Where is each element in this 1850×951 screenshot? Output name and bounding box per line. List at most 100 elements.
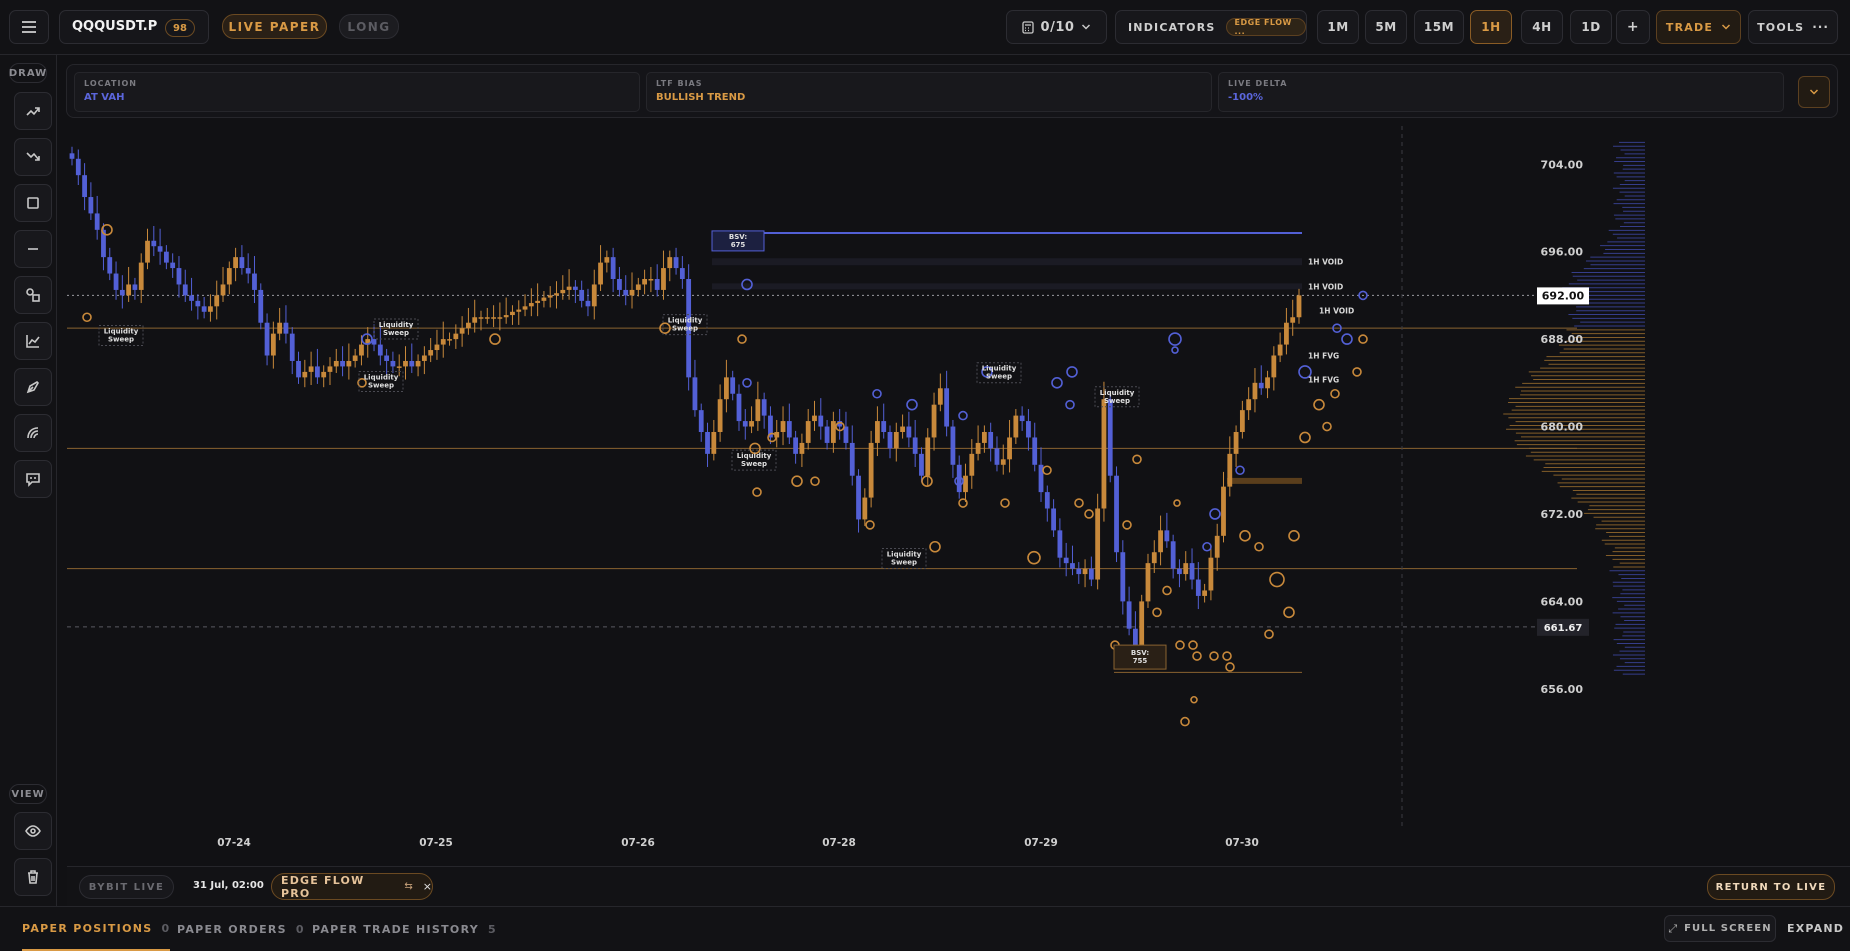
sweep-label: Liquidity [887, 550, 922, 558]
symbol-selector[interactable]: QQQUSDT.P 98 [59, 10, 209, 44]
chart-tool[interactable] [14, 322, 52, 360]
candle-body [1082, 568, 1088, 575]
tab-count: 5 [488, 922, 497, 936]
sweep-label: Liquidity [737, 452, 772, 460]
price-axis-tick: 680.00 [1541, 421, 1584, 434]
zone-annotation: 1H VOID [1308, 258, 1343, 267]
candle-body [1265, 377, 1270, 389]
candle-body [434, 344, 440, 351]
candle-body [226, 268, 232, 285]
calculator-icon [1021, 20, 1034, 34]
candle-body [975, 442, 981, 454]
chart-canvas[interactable]: LiquiditySweepLiquiditySweepLiquiditySwe… [67, 126, 1850, 866]
order-flow-bubble [1299, 431, 1311, 444]
trade-button[interactable]: TRADE [1656, 10, 1741, 44]
tab-paper-orders[interactable]: PAPER ORDERS 0 [177, 907, 305, 951]
candle-body [774, 432, 780, 438]
horizontal-line-icon [28, 248, 38, 250]
add-timeframe-button[interactable]: + [1616, 10, 1650, 44]
candle-body [308, 366, 314, 372]
more-icon: ··· [1812, 20, 1829, 34]
liquidity-sweep-box [1094, 386, 1140, 408]
candle-body [113, 273, 119, 290]
close-icon[interactable]: × [422, 880, 432, 893]
full-screen-button[interactable]: ⤢ FULL SCREEN [1664, 915, 1776, 942]
candle-body [516, 309, 522, 312]
candle-body [283, 322, 289, 334]
drawing-sidebar: DRAW VIEW [0, 55, 57, 907]
indicator-chip-edge-flow[interactable]: EDGE FLOW PRO ⇆ × [271, 873, 433, 900]
candle-body [390, 360, 396, 367]
live-paper-toggle[interactable]: LIVE PAPER [222, 14, 327, 39]
symbol-name: QQQUSDT.P [72, 19, 158, 34]
tab-paper-positions[interactable]: PAPER POSITIONS 0 [22, 907, 171, 951]
candle-body [459, 328, 465, 334]
draw-section-label: DRAW [9, 63, 47, 83]
candle-body [497, 317, 503, 319]
tab-paper-trade-history[interactable]: PAPER TRADE HISTORY 5 [312, 907, 497, 951]
timeframe-1m[interactable]: 1M [1317, 10, 1359, 44]
candle-body [75, 158, 81, 176]
order-flow-bubble [1235, 465, 1245, 476]
shapes-tool[interactable] [14, 276, 52, 314]
candle-body [277, 322, 283, 334]
candle-body [296, 360, 301, 378]
settings-sliders-icon[interactable]: ⇆ [404, 881, 413, 892]
candle-body [453, 333, 459, 340]
candle-body [1189, 563, 1195, 580]
price-chart[interactable]: Liquidity Sweep Liquidity Sweep Liquidity Swe… [67, 126, 1850, 866]
candle-body [541, 297, 547, 301]
tab-count: 0 [161, 921, 171, 935]
candle-body [805, 421, 811, 443]
candle-body [1114, 475, 1119, 553]
delete-drawings-button[interactable] [14, 858, 52, 896]
pen-tool[interactable] [14, 368, 52, 406]
menu-button[interactable] [9, 10, 49, 44]
candle-body [698, 410, 704, 432]
candle-body [1032, 437, 1038, 465]
timeframe-15m[interactable]: 15M [1414, 10, 1464, 44]
candle-body [126, 284, 132, 296]
candle-body [560, 289, 566, 294]
indicators-button[interactable]: INDICATORS EDGE FLOW ... [1115, 10, 1307, 44]
long-toggle[interactable]: LONG [339, 14, 399, 39]
delta-key: LIVE DELTA [1228, 79, 1288, 88]
order-flow-bubble [749, 442, 761, 455]
order-flow-bubble [101, 224, 113, 236]
timeframe-4h[interactable]: 4H [1521, 10, 1563, 44]
fib-tool[interactable] [14, 414, 52, 452]
location-key: LOCATION [84, 79, 137, 88]
order-flow-bubble [958, 498, 968, 508]
indicator-chip[interactable]: EDGE FLOW ... [1225, 18, 1306, 36]
candle-body [528, 303, 534, 307]
liquidity-sweep-box [731, 449, 777, 471]
liquidity-sweep-box [662, 314, 708, 336]
order-flow-bubble [1171, 346, 1179, 354]
return-to-live-button[interactable]: RETURN TO LIVE [1707, 874, 1835, 900]
candle-body [101, 229, 106, 258]
candle-body [906, 426, 912, 438]
trend-down-tool[interactable] [14, 138, 52, 176]
candle-body [220, 284, 226, 296]
visibility-toggle[interactable] [14, 812, 52, 850]
candle-body [837, 421, 843, 427]
candle-body [1195, 579, 1201, 596]
candle-body [151, 240, 157, 247]
order-flow-bubble [1027, 550, 1041, 565]
trade-label: TRADE [1665, 20, 1714, 34]
time-axis-tick: 07-26 [621, 837, 655, 849]
expand-button[interactable]: EXPAND [1787, 922, 1845, 935]
candle-body [862, 497, 868, 520]
timeframe-5m[interactable]: 5M [1365, 10, 1407, 44]
horizontal-line-tool[interactable] [14, 230, 52, 268]
candle-body [981, 432, 987, 443]
timeframe-1d[interactable]: 1D [1570, 10, 1612, 44]
trend-up-tool[interactable] [14, 92, 52, 130]
collapse-info-button[interactable] [1798, 76, 1830, 108]
sweep-label: Liquidity [1100, 389, 1135, 397]
slots-selector[interactable]: 0/10 [1006, 10, 1107, 44]
rectangle-tool[interactable] [14, 184, 52, 222]
comment-tool[interactable] [14, 460, 52, 498]
tools-button[interactable]: TOOLS ··· [1748, 10, 1838, 44]
timeframe-1h[interactable]: 1H [1470, 10, 1512, 44]
